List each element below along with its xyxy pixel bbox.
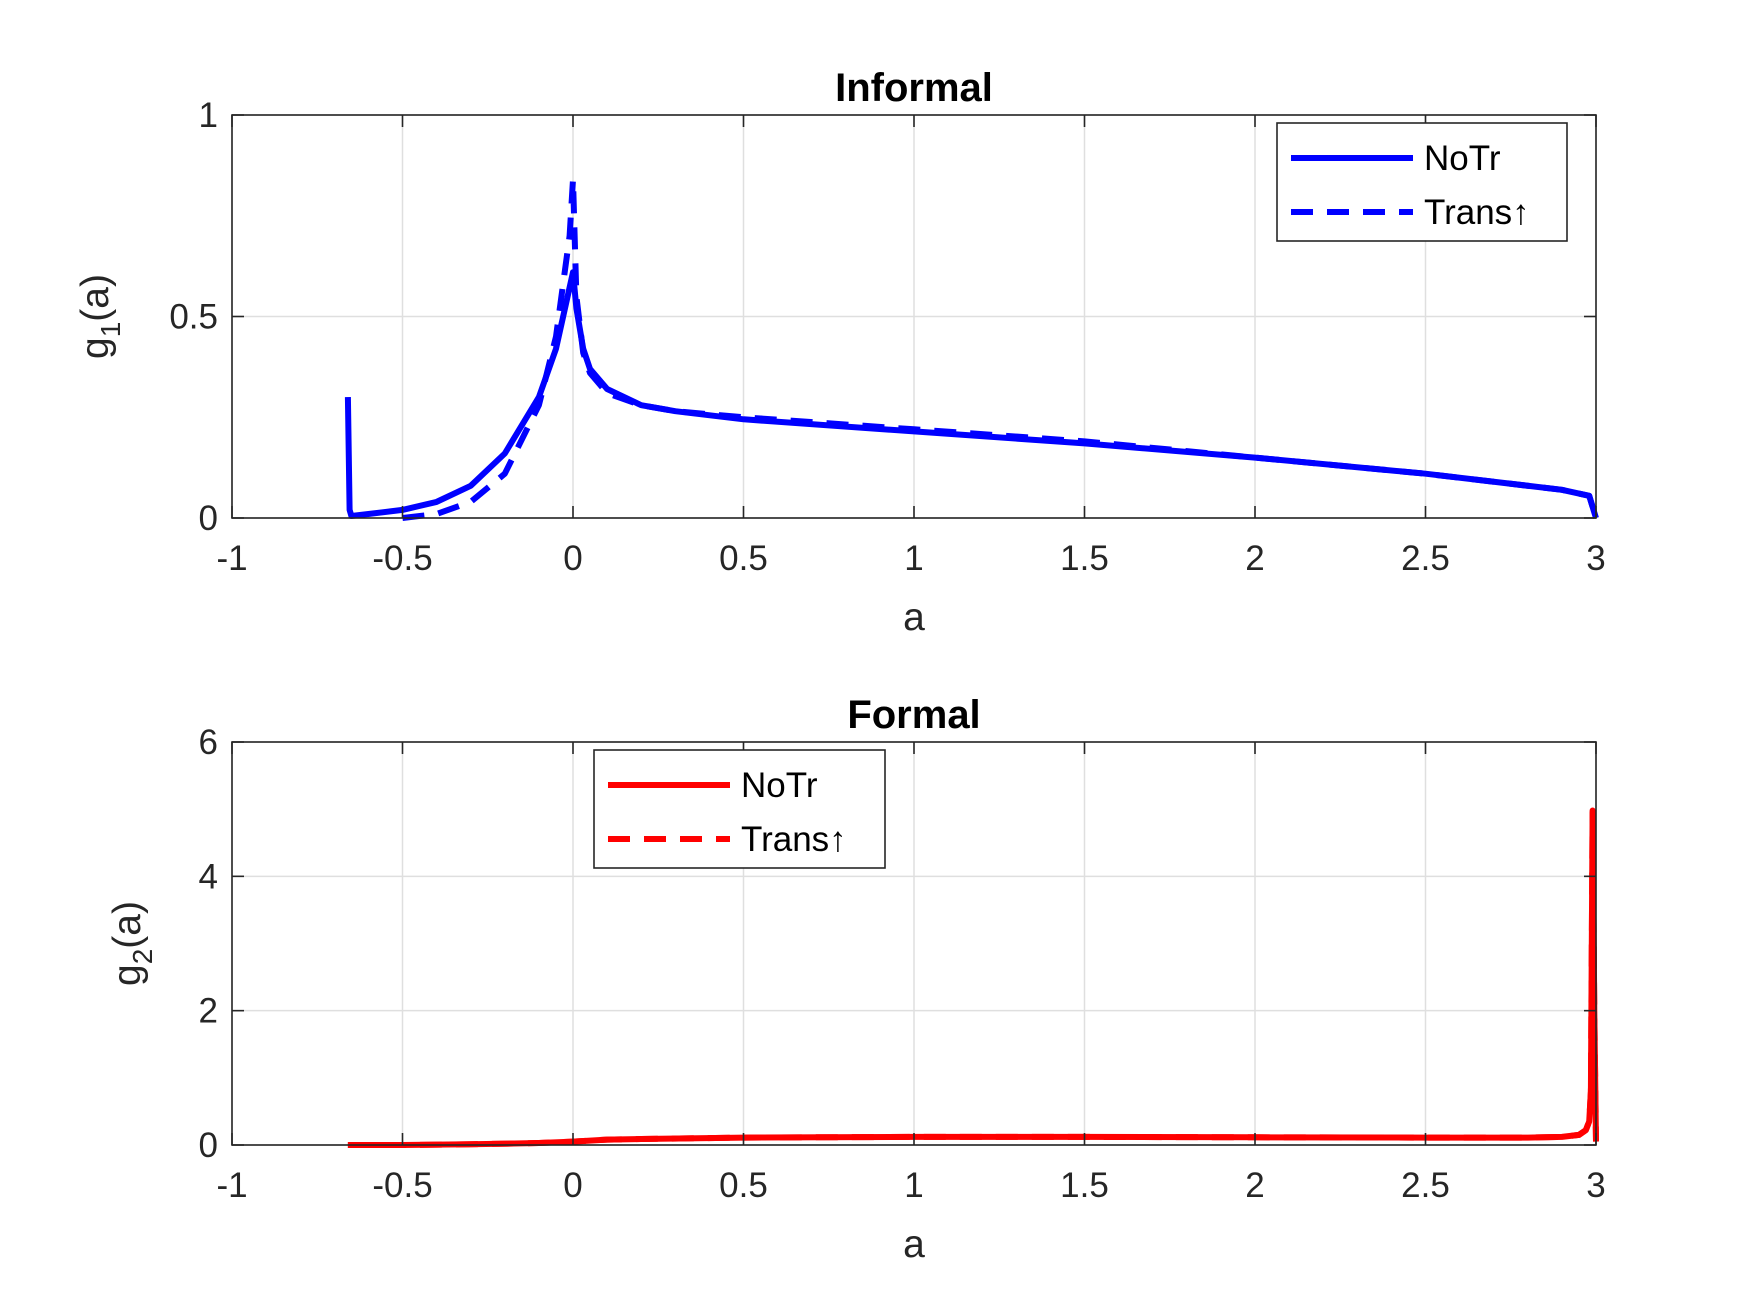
y-tick-label: 4 <box>199 857 218 896</box>
y-tick-label: 0 <box>199 499 218 538</box>
y-axis-label-subscript: 1 <box>95 322 126 338</box>
x-tick-label: 0.5 <box>719 1166 768 1205</box>
legend-entry-label: Trans↑ <box>741 820 847 859</box>
legend-box <box>593 749 886 869</box>
series-line-trans <box>402 176 1599 521</box>
legend: NoTr Trans↑ <box>1276 122 1568 242</box>
y-axis-label-base: g <box>106 964 149 986</box>
x-tick-label: 1.5 <box>1060 539 1109 578</box>
x-tick-label: 1.5 <box>1060 1166 1109 1205</box>
x-tick-label: -0.5 <box>372 1166 432 1205</box>
x-tick-label: -1 <box>216 1166 247 1205</box>
y-tick-label: 0.5 <box>169 298 218 337</box>
x-tick-label: 3 <box>1586 539 1605 578</box>
x-axis-label: a <box>903 596 925 639</box>
x-tick-label: -0.5 <box>372 539 432 578</box>
x-axis-label: a <box>903 1223 925 1266</box>
legend-entry-label: Trans↑ <box>1424 193 1530 232</box>
x-tick-label: 0 <box>563 1166 582 1205</box>
x-tick-label: 1 <box>904 1166 923 1205</box>
legend: NoTr Trans↑ <box>593 749 886 869</box>
chart-title: Formal <box>847 693 980 737</box>
y-axis-label-base: g <box>74 337 117 359</box>
y-axis-label: g2(a) <box>106 901 158 986</box>
legend-entry-label: NoTr <box>1424 139 1501 178</box>
y-axis-label: g1(a) <box>74 274 126 359</box>
y-axis-label-rest: (a) <box>106 901 149 949</box>
chart-informal: -1 -0.5 0 0.5 1 1.5 2 2.5 300.51Informalag1(a)No… <box>74 66 1606 639</box>
x-tick-label: 0.5 <box>719 539 768 578</box>
x-tick-label: 1 <box>904 539 923 578</box>
x-tick-label: 2.5 <box>1401 1166 1450 1205</box>
x-tick-label: 2 <box>1245 539 1264 578</box>
y-tick-label: 6 <box>199 723 218 762</box>
y-tick-label: 2 <box>199 992 218 1031</box>
y-tick-label: 0 <box>199 1126 218 1165</box>
legend-box <box>1276 122 1568 242</box>
chart-formal: -1 -0.5 0 0.5 1 1.5 2 2.5 30246Formalag2(a)NoTrT… <box>106 693 1606 1266</box>
x-tick-label: 0 <box>563 539 582 578</box>
chart-title: Informal <box>835 66 993 110</box>
x-tick-label: 2.5 <box>1401 539 1450 578</box>
y-axis-label-subscript: 2 <box>127 949 158 965</box>
x-tick-label: -1 <box>216 539 247 578</box>
x-tick-label: 3 <box>1586 1166 1605 1205</box>
y-tick-label: 1 <box>199 96 218 135</box>
legend-entry-label: NoTr <box>741 766 818 805</box>
x-tick-label: 2 <box>1245 1166 1264 1205</box>
y-axis-label-rest: (a) <box>74 274 117 322</box>
